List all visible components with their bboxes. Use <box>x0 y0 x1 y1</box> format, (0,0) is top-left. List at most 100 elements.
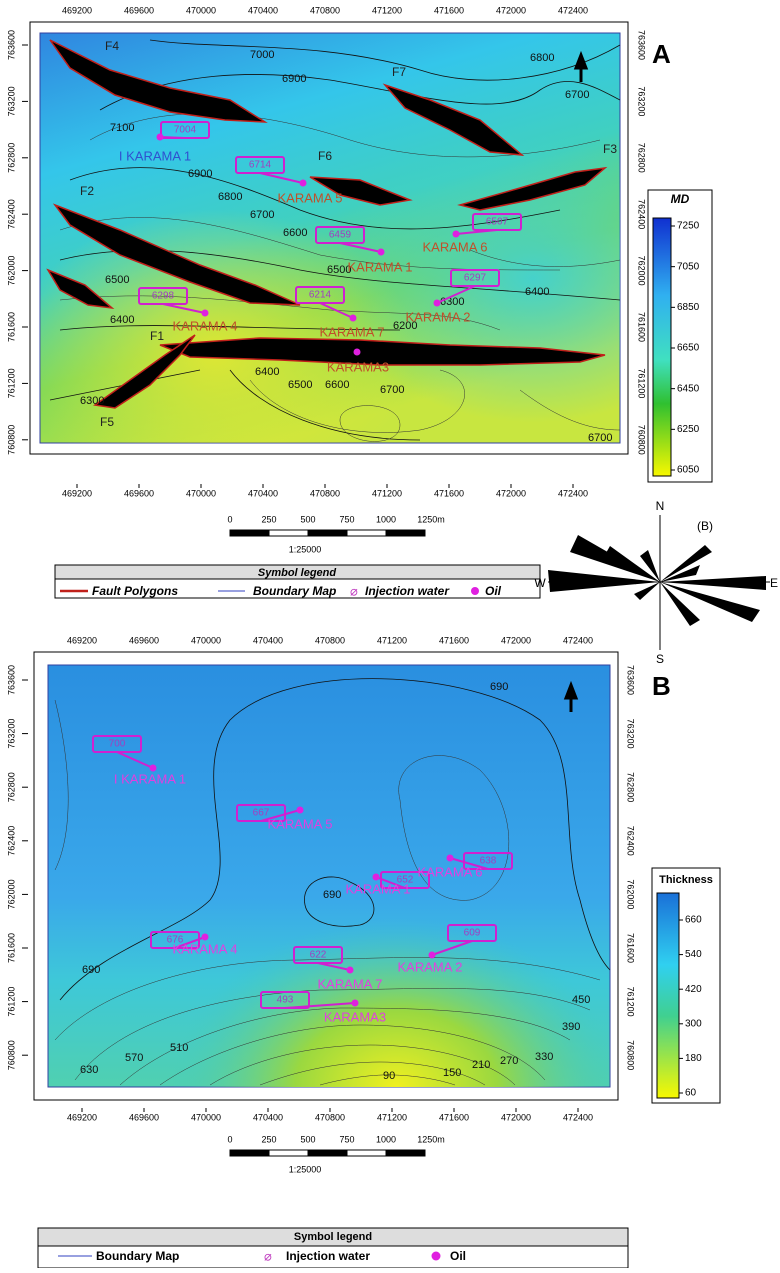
y-tick-label: 762400 <box>6 826 16 856</box>
well-value: 700 <box>109 739 126 750</box>
contour-label: 6900 <box>282 73 306 85</box>
contour-label: 7100 <box>110 122 134 134</box>
well-marker <box>297 807 304 814</box>
x-tick-label: 469600 <box>129 1112 159 1122</box>
scale-bar-label: 500 <box>300 514 315 524</box>
y-tick-label: 763200 <box>637 86 647 116</box>
x-tick-label: 472000 <box>501 1112 531 1122</box>
well-name: I KARAMA 1 <box>114 771 186 786</box>
colorbar-tick-label: 300 <box>685 1018 702 1029</box>
x-tick-label: 471600 <box>434 488 464 498</box>
contour-label: 6700 <box>588 432 612 444</box>
contour-label: 6700 <box>380 384 404 396</box>
rose-label: W <box>534 576 546 590</box>
well-marker <box>354 349 361 356</box>
symbol-legend-item: Boundary Map <box>96 1249 179 1263</box>
legend-injection-symbol: ⌀ <box>264 1248 272 1263</box>
fault-label: F7 <box>392 65 406 79</box>
x-tick-label: 469600 <box>129 635 159 645</box>
contour-label: 6800 <box>218 191 242 203</box>
symbol-legend-title: Symbol legend <box>258 567 337 579</box>
well-name: KARAMA3 <box>327 359 389 374</box>
x-tick-label: 471200 <box>377 1112 407 1122</box>
well-value: 493 <box>277 995 294 1006</box>
scale-bar-segment <box>347 530 386 536</box>
scale-bar-segment <box>230 1150 269 1156</box>
colorbar <box>653 218 671 476</box>
x-tick-label: 470800 <box>315 635 345 645</box>
well-value: 6507 <box>486 217 509 228</box>
well-marker <box>202 934 209 941</box>
scale-bar-label: 750 <box>339 514 354 524</box>
y-tick-label: 763600 <box>626 665 636 695</box>
colorbar-tick-label: 660 <box>685 915 702 926</box>
scale-bar-label: 1000 <box>376 1134 396 1144</box>
fault-label: F3 <box>603 142 617 156</box>
symbol-legend-item: Fault Polygons <box>92 584 178 598</box>
contour-label: 6300 <box>440 296 464 308</box>
contour-label: 6400 <box>525 286 549 298</box>
y-tick-label: 762400 <box>637 199 647 229</box>
scale-bar-label: 500 <box>300 1134 315 1144</box>
x-tick-label: 471600 <box>439 635 469 645</box>
colorbar-tick-label: 7050 <box>677 261 700 272</box>
legend-oil-dot <box>471 587 479 595</box>
well-value: 6297 <box>464 273 487 284</box>
well-name: KARAMA 4 <box>172 318 237 333</box>
x-tick-label: 470400 <box>248 5 278 15</box>
scale-bar-label: 0 <box>227 514 232 524</box>
figure: ⌀ ⌀ A46920046920046960046960047000047000… <box>0 0 780 1268</box>
x-tick-label: 470400 <box>253 635 283 645</box>
x-tick-label: 469600 <box>124 5 154 15</box>
scale-bar-segment <box>308 1150 347 1156</box>
contour-label: 390 <box>562 1021 580 1033</box>
contour-label: 6700 <box>565 89 589 101</box>
contour-label: 510 <box>170 1042 188 1054</box>
y-tick-label: 763600 <box>6 665 16 695</box>
contour-label: 7000 <box>250 49 274 61</box>
x-tick-label: 470000 <box>186 5 216 15</box>
colorbar-tick-label: 60 <box>685 1088 697 1099</box>
contour-label: 90 <box>383 1070 395 1082</box>
contour-label: 570 <box>125 1052 143 1064</box>
rose-label: S <box>656 652 664 666</box>
y-tick-label: 760800 <box>6 1040 16 1070</box>
scale-bar-segment <box>386 530 425 536</box>
well-marker <box>434 300 441 307</box>
symbol-legend-item: Oil <box>485 584 502 598</box>
legend-oil-dot <box>432 1252 441 1261</box>
well-name: KARAMA 2 <box>397 959 462 974</box>
y-tick-label: 761600 <box>637 312 647 342</box>
x-tick-label: 471200 <box>372 488 402 498</box>
x-tick-label: 469600 <box>124 488 154 498</box>
rose-label: E <box>770 576 778 590</box>
colorbar <box>657 893 679 1098</box>
well-value: 609 <box>464 928 481 939</box>
map-a: ⌀ <box>30 22 712 598</box>
scale-bar-label: 750 <box>339 1134 354 1144</box>
contour-label: 6500 <box>288 379 312 391</box>
y-tick-label: 761200 <box>6 368 16 398</box>
rose-title: (B) <box>697 519 713 533</box>
x-tick-label: 472400 <box>563 635 593 645</box>
colorbar-tick-label: 6650 <box>677 343 700 354</box>
y-tick-label: 761200 <box>6 987 16 1017</box>
x-tick-label: 472000 <box>496 5 526 15</box>
symbol-legend-item: Oil <box>450 1249 466 1263</box>
well-marker <box>347 967 354 974</box>
scale-bar-label: 250 <box>261 1134 276 1144</box>
contour-label: 6400 <box>110 314 134 326</box>
well-value: 6214 <box>309 290 332 301</box>
y-tick-label: 761200 <box>637 368 647 398</box>
well-name: KARAMA 2 <box>405 309 470 324</box>
y-tick-label: 762000 <box>6 256 16 286</box>
contour-label: 6500 <box>105 274 129 286</box>
colorbar-tick-label: 420 <box>685 984 702 995</box>
well-marker <box>453 231 460 238</box>
y-tick-label: 762000 <box>637 256 647 286</box>
colorbar-tick-label: 180 <box>685 1053 702 1064</box>
scale-bar-segment <box>269 530 308 536</box>
x-tick-label: 470000 <box>186 488 216 498</box>
x-tick-label: 469200 <box>62 488 92 498</box>
well-marker <box>300 180 307 187</box>
